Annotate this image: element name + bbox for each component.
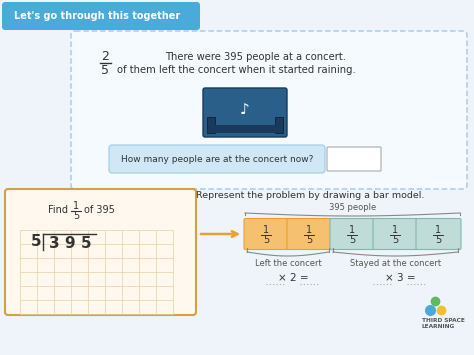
FancyBboxPatch shape (213, 125, 277, 133)
Text: 3: 3 (49, 235, 59, 251)
FancyBboxPatch shape (2, 2, 200, 30)
Text: Left the concert: Left the concert (255, 260, 321, 268)
Text: 395 people: 395 people (329, 202, 376, 212)
Text: 1: 1 (306, 225, 312, 235)
Text: 5: 5 (101, 64, 109, 76)
Text: Let's go through this together: Let's go through this together (14, 11, 180, 21)
FancyBboxPatch shape (203, 88, 287, 137)
FancyBboxPatch shape (287, 218, 332, 250)
FancyBboxPatch shape (373, 218, 418, 250)
Text: ♪: ♪ (240, 103, 250, 118)
Text: 5: 5 (306, 235, 313, 245)
Text: 2: 2 (101, 50, 109, 64)
FancyBboxPatch shape (109, 145, 325, 173)
FancyBboxPatch shape (5, 189, 196, 315)
Text: THIRD SPACE: THIRD SPACE (422, 317, 465, 322)
Text: There were 395 people at a concert.: There were 395 people at a concert. (165, 52, 346, 62)
Text: How many people are at the concert now?: How many people are at the concert now? (121, 154, 313, 164)
Text: 1: 1 (392, 225, 399, 235)
Text: 1: 1 (349, 225, 356, 235)
FancyBboxPatch shape (416, 218, 461, 250)
Text: × 2 =: × 2 = (278, 273, 309, 283)
Text: of 395: of 395 (84, 205, 115, 215)
FancyBboxPatch shape (207, 117, 215, 133)
Text: 5: 5 (392, 235, 399, 245)
FancyBboxPatch shape (275, 117, 283, 133)
Text: 9: 9 (64, 235, 75, 251)
Text: 1: 1 (73, 201, 79, 211)
Text: 5: 5 (436, 235, 442, 245)
Text: × 3 =: × 3 = (385, 273, 416, 283)
Text: 5: 5 (31, 234, 41, 249)
Text: Find: Find (48, 205, 68, 215)
Text: Stayed at the concert: Stayed at the concert (350, 260, 441, 268)
Text: 5: 5 (264, 235, 270, 245)
Text: 5: 5 (73, 211, 79, 221)
Text: 1: 1 (264, 225, 270, 235)
Text: 1: 1 (436, 225, 442, 235)
Text: LEARNING: LEARNING (422, 324, 455, 329)
FancyBboxPatch shape (71, 31, 467, 189)
Text: 5: 5 (81, 235, 91, 251)
FancyBboxPatch shape (244, 218, 289, 250)
Text: 5: 5 (349, 235, 356, 245)
Text: Represent the problem by drawing a bar model.: Represent the problem by drawing a bar m… (196, 191, 424, 200)
FancyBboxPatch shape (330, 218, 375, 250)
FancyBboxPatch shape (327, 147, 381, 171)
Text: of them left the concert when it started raining.: of them left the concert when it started… (117, 65, 356, 75)
